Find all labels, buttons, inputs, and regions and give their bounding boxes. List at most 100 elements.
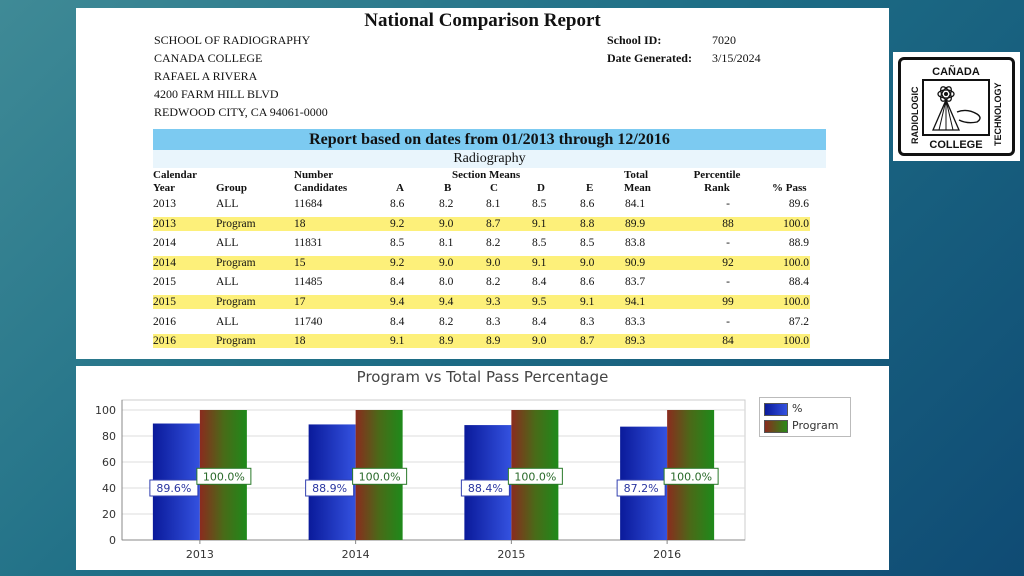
header-e: E	[586, 182, 594, 194]
chart-legend: % Program	[759, 397, 851, 437]
cell-pass: 89.6	[788, 198, 809, 210]
data-label-box-program	[196, 467, 252, 485]
cell-d: 9.5	[532, 296, 547, 308]
cell-c: 8.9	[486, 335, 501, 348]
cell-d: 8.5	[532, 198, 547, 210]
cell-year: 2014	[153, 237, 176, 250]
cell-group: ALL	[216, 237, 239, 250]
cell-year: 2013	[153, 198, 176, 210]
address-line-1: SCHOOL OF RADIOGRAPHY	[154, 33, 311, 47]
table-row: 2013 Program 18 9.2 9.0 8.7 9.1 8.8 89.9 88 100.0	[153, 216, 810, 231]
table-row: 2015 ALL 11485 8.4 8.0 8.2 8.4 8.6 83.7 - 88.4	[153, 275, 810, 289]
cell-a: 8.5	[390, 237, 405, 250]
data-label-pct: 88.4%	[468, 482, 503, 495]
cell-d: 9.0	[532, 335, 547, 348]
cell-rank: -	[726, 276, 730, 289]
cell-candidates: 11831	[294, 237, 323, 250]
cell-d: 8.4	[532, 276, 547, 289]
cell-candidates: 11485	[294, 276, 323, 289]
cell-c: 8.1	[486, 198, 501, 210]
discipline-subtitle: Radiography	[153, 150, 826, 168]
cell-c: 9.3	[486, 296, 501, 308]
cell-d: 8.4	[532, 315, 547, 328]
cell-mean: 90.9	[625, 256, 646, 269]
x-tick-label: 2015	[497, 548, 525, 561]
cell-group: Program	[216, 217, 256, 230]
data-label-box-program	[352, 467, 408, 485]
data-label-box-pct	[305, 479, 355, 497]
y-tick-label: 80	[102, 430, 116, 443]
cell-a: 9.4	[390, 296, 405, 308]
data-label-box-program	[663, 467, 719, 485]
cell-d: 9.1	[532, 256, 547, 269]
cell-pass: 100.0	[783, 256, 809, 269]
data-label-box-pct	[460, 479, 510, 497]
cell-year: 2016	[153, 335, 176, 348]
cell-a: 9.2	[390, 217, 405, 230]
cell-c: 8.3	[486, 315, 501, 328]
cell-mean: 94.1	[625, 296, 646, 308]
header-section-means: Section Means	[452, 169, 521, 181]
cell-b: 9.4	[439, 296, 454, 308]
cell-a: 9.2	[390, 256, 405, 269]
cell-year: 2015	[153, 296, 176, 308]
chart-panel: Program vs Total Pass Percentage 0 20 40 60…	[76, 366, 889, 570]
cell-e: 8.3	[580, 315, 595, 328]
address-line-2: CANADA COLLEGE	[154, 51, 263, 65]
table-row: 2016 ALL 11740 8.4 8.2 8.3 8.4 8.3 83.3 - 87.2	[153, 315, 810, 329]
cell-c: 9.0	[486, 256, 501, 269]
y-tick-label: 40	[102, 482, 116, 495]
header-c: C	[490, 182, 498, 194]
address-line-3: RAFAEL A RIVERA	[154, 69, 258, 83]
cell-d: 9.1	[532, 217, 547, 230]
header-number-candidates: Number Candidates	[294, 169, 348, 194]
header-a: A	[396, 182, 404, 194]
cell-a: 8.6	[390, 198, 405, 210]
date-generated-value: 3/15/2024	[712, 51, 761, 65]
y-tick-label: 20	[102, 508, 116, 521]
cell-b: 8.2	[439, 198, 454, 210]
report-panel: National Comparison Report SCHOOL OF RAD…	[76, 8, 889, 359]
cell-c: 8.7	[486, 217, 501, 230]
table-row: 2014 ALL 11831 8.5 8.1 8.2 8.5 8.5 83.8 - 88.9	[153, 236, 810, 250]
cell-year: 2013	[153, 217, 176, 230]
data-label-program: 100.0%	[670, 470, 712, 483]
college-logo: CAÑADA COLLEGE RADIOLOGIC TECHNOLOGY	[893, 52, 1020, 161]
table-row: 2013 ALL 11684 8.6 8.2 8.1 8.5 8.6 84.1 - 89.6	[153, 197, 810, 211]
cell-b: 8.0	[439, 276, 454, 289]
cell-e: 8.8	[580, 217, 595, 230]
cell-pass: 88.9	[788, 237, 809, 250]
header-percentile-rank: Percentile Rank	[693, 169, 741, 194]
table-row: 2016 Program 18 9.1 8.9 8.9 9.0 8.7 89.3 84 100.0	[153, 334, 810, 349]
cell-e: 8.6	[580, 198, 595, 210]
address-line-5: REDWOOD CITY, CA 94061-0000	[154, 105, 328, 119]
logo-text-bottom: COLLEGE	[929, 139, 982, 151]
header-pass: % Pass	[772, 182, 807, 194]
cell-e: 9.1	[580, 296, 595, 308]
table-row: 2014 Program 15 9.2 9.0 9.0 9.1 9.0 90.9 92 100.0	[153, 255, 810, 270]
x-tick-label: 2014	[342, 548, 370, 561]
cell-b: 9.0	[439, 256, 454, 269]
data-label-pct: 89.6%	[156, 482, 191, 495]
cell-year: 2015	[153, 276, 176, 289]
cell-b: 9.0	[439, 217, 454, 230]
cell-mean: 83.3	[625, 315, 646, 328]
x-tick-label: 2016	[653, 548, 681, 561]
cell-pass: 87.2	[788, 315, 809, 328]
cell-candidates: 18	[294, 217, 306, 230]
cell-group: Program	[216, 296, 256, 308]
cell-group: ALL	[216, 198, 239, 210]
cell-e: 8.5	[580, 237, 595, 250]
address-line-4: 4200 FARM HILL BLVD	[154, 87, 279, 101]
header-d: D	[537, 182, 545, 194]
cell-group: ALL	[216, 315, 239, 328]
report-title: National Comparison Report	[364, 10, 601, 31]
cell-d: 8.5	[532, 237, 547, 250]
data-label-program: 100.0%	[203, 470, 245, 483]
y-tick-label: 0	[109, 534, 116, 547]
cell-candidates: 11684	[294, 198, 323, 210]
cell-rank: 92	[722, 256, 734, 269]
cell-pass: 100.0	[783, 217, 809, 230]
cell-a: 8.4	[390, 315, 405, 328]
date-generated-label: Date Generated:	[607, 51, 692, 65]
